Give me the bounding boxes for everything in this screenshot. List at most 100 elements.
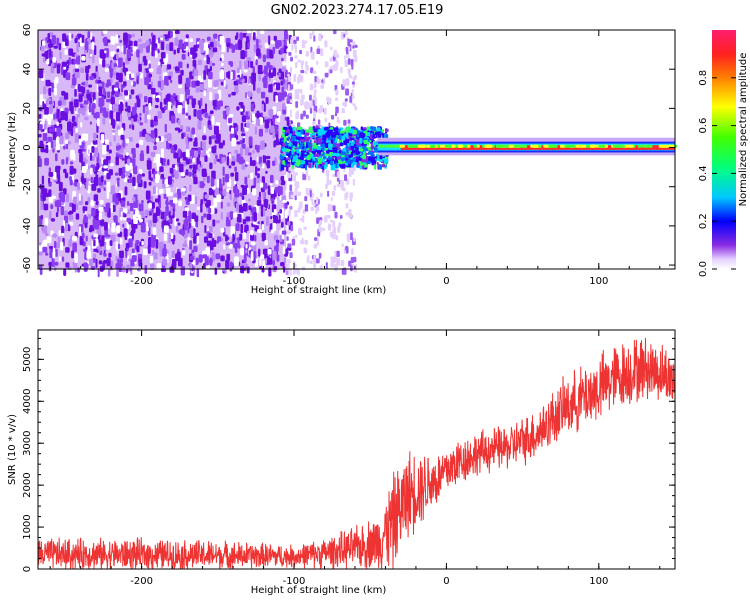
heatmap-cell	[185, 77, 191, 88]
heatmap-cell	[203, 57, 207, 61]
heatmap-cell	[319, 219, 323, 225]
heatmap-cell	[53, 45, 59, 49]
heatmap-cell	[189, 38, 193, 43]
heatmap-cell	[157, 49, 160, 54]
heatmap-cell	[324, 153, 329, 157]
heatmap-cell	[103, 165, 109, 169]
heatmap-cell	[313, 243, 318, 249]
heatmap-cell	[222, 190, 226, 196]
heatmap-cell	[289, 268, 292, 276]
heatmap-cell	[353, 256, 357, 263]
heatmap-cell	[107, 267, 111, 277]
heatmap-cell	[163, 233, 168, 241]
heatmap-cell	[225, 234, 228, 242]
heatmap-cell	[313, 35, 316, 42]
heatmap-cell	[260, 162, 263, 168]
heatmap-cell	[393, 144, 400, 148]
heatmap-cell	[193, 234, 197, 244]
heatmap-cell	[126, 49, 132, 58]
heatmap-cell	[280, 164, 285, 171]
heatmap-cell	[167, 101, 172, 111]
heatmap-cell	[130, 89, 135, 95]
heatmap-cell	[267, 249, 272, 255]
heatmap-cell	[179, 93, 184, 103]
heatmap-cell	[293, 74, 297, 82]
heatmap-cell	[271, 200, 274, 204]
x-tick-label: -100	[283, 576, 306, 587]
heatmap-cell	[309, 260, 313, 264]
heatmap-cell	[257, 173, 260, 179]
heatmap-cell	[266, 159, 271, 169]
heatmap-cell	[123, 81, 127, 87]
heatmap-cell	[170, 30, 173, 38]
heatmap-cell	[105, 155, 111, 161]
heatmap-cell	[124, 234, 128, 241]
heatmap-cell	[42, 225, 48, 234]
heatmap-cell	[74, 68, 80, 73]
heatmap-cell	[39, 265, 43, 276]
heatmap-cell	[156, 67, 161, 75]
heatmap-cell	[110, 163, 114, 167]
heatmap-cell	[265, 216, 270, 227]
heatmap-cell	[46, 98, 52, 102]
heatmap-cell	[189, 263, 193, 271]
heatmap-cell	[99, 199, 104, 205]
heatmap-cell	[314, 153, 320, 158]
heatmap-cell	[148, 68, 154, 72]
heatmap-cell	[344, 155, 349, 159]
heatmap-cell	[67, 140, 71, 145]
heatmap-cell	[485, 144, 491, 148]
heatmap-cell	[326, 139, 330, 143]
heatmap-cell	[211, 62, 216, 66]
heatmap-cell	[574, 144, 581, 148]
heatmap-cell	[116, 48, 120, 53]
heatmap-cell	[304, 101, 307, 109]
heatmap-cell	[241, 164, 246, 170]
heatmap-cell	[273, 35, 277, 42]
heatmap-cell	[208, 225, 213, 233]
heatmap-cell	[44, 107, 49, 115]
heatmap-cell	[192, 53, 196, 58]
heatmap-cell	[240, 247, 245, 256]
heatmap-cell	[48, 196, 54, 203]
heatmap-cell	[252, 150, 255, 154]
heatmap-cell	[308, 126, 313, 131]
heatmap-cell	[138, 265, 142, 272]
heatmap-cell	[235, 223, 240, 232]
heatmap-cell	[186, 98, 190, 105]
heatmap-cell	[160, 40, 165, 51]
heatmap-cell	[236, 153, 241, 163]
heatmap-cell	[234, 149, 239, 154]
heatmap-cell	[114, 104, 119, 110]
heatmap-cell	[194, 150, 199, 158]
heatmap-cell	[278, 268, 284, 276]
heatmap-cell	[148, 170, 152, 180]
heatmap-cell	[316, 60, 319, 65]
heatmap-cell	[206, 213, 212, 221]
heatmap-cell	[278, 141, 282, 145]
heatmap-cell	[300, 160, 306, 165]
heatmap-cell	[185, 125, 189, 133]
heatmap-cell	[273, 208, 277, 215]
heatmap-cell	[228, 70, 231, 80]
heatmap-cell	[193, 69, 199, 77]
heatmap-cell	[191, 216, 195, 227]
heatmap-cell	[295, 61, 298, 68]
heatmap-cell	[286, 48, 292, 53]
heatmap-cell	[302, 215, 305, 223]
heatmap-cell	[341, 155, 345, 158]
heatmap-cell	[327, 143, 333, 149]
heatmap-cell	[269, 174, 274, 184]
heatmap-cell	[185, 34, 189, 39]
heatmap-cell	[88, 102, 92, 113]
heatmap-cell	[285, 141, 288, 147]
heatmap-cell	[132, 46, 138, 52]
heatmap-cell	[312, 151, 317, 154]
heatmap-cell	[84, 41, 88, 51]
heatmap-cell	[77, 267, 80, 273]
heatmap-cell	[159, 166, 164, 173]
heatmap-cell	[87, 213, 92, 220]
heatmap-cell	[305, 129, 309, 134]
heatmap-cell	[64, 112, 68, 122]
y-tick-label: 20	[22, 102, 33, 115]
